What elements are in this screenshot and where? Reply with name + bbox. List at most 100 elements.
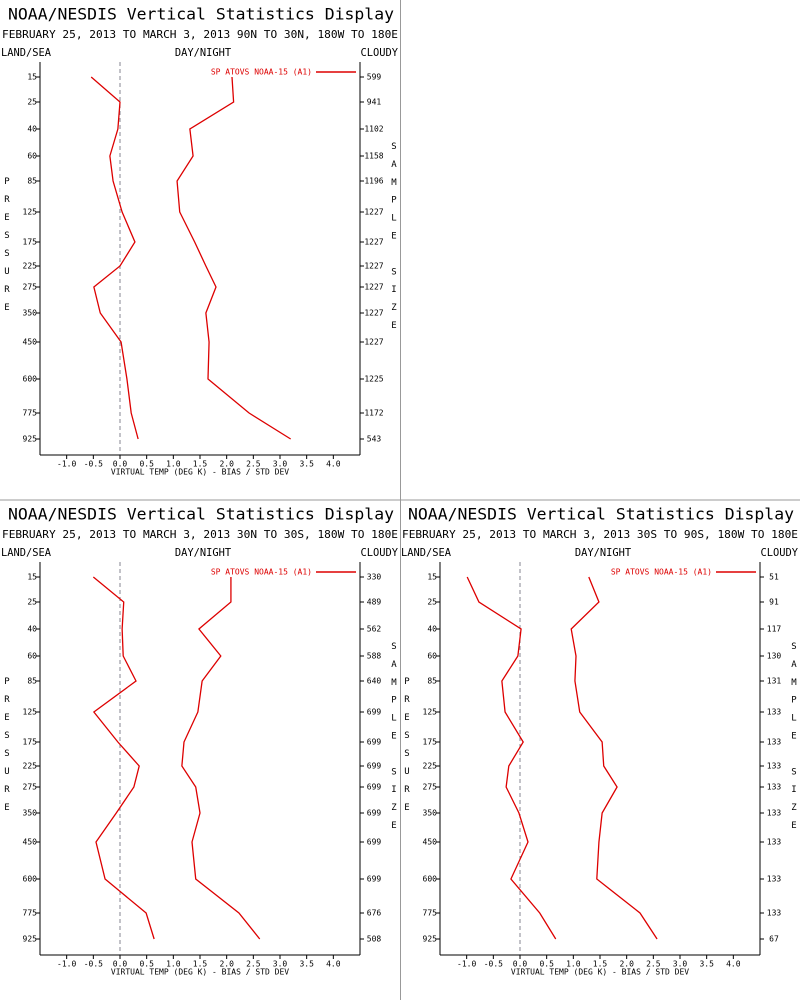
- sample-size-label: 330: [367, 573, 382, 582]
- sample-size-label: 699: [367, 838, 382, 847]
- sample-size-label: 131: [767, 677, 782, 686]
- y-tick-label: 350: [423, 809, 438, 818]
- sample-size-label: 117: [767, 625, 782, 634]
- sample-size-label: 133: [767, 838, 782, 847]
- sample-size-label: 1196: [364, 177, 383, 186]
- legend-label: SP ATOVS NOAA-15 (A1): [211, 568, 312, 577]
- y-tick-label: 125: [23, 708, 38, 717]
- y-tick-label: 350: [23, 809, 38, 818]
- sample-size-label: 130: [767, 652, 782, 661]
- sample-size-label: 1227: [364, 208, 383, 217]
- y-tick-label: 275: [423, 783, 438, 792]
- y-tick-label: 15: [27, 573, 37, 582]
- panel: NOAA/NESDIS Vertical Statistics Display F…: [1, 5, 399, 477]
- sample-size-label: 941: [367, 98, 382, 107]
- y-tick-label: 925: [23, 435, 38, 444]
- y-tick-label: 175: [23, 238, 38, 247]
- data-line: [570, 576, 658, 940]
- sample-size-label: 1227: [364, 283, 383, 292]
- header-label: CLOUDY: [360, 547, 398, 559]
- sample-size-label: 699: [367, 783, 382, 792]
- panel: NOAA/NESDIS Vertical Statistics Display F…: [401, 505, 799, 977]
- sample-size-label: 91: [769, 598, 779, 607]
- y-tick-label: 600: [23, 375, 38, 384]
- x-tick-label: 3.5: [699, 960, 714, 969]
- y-tick-label: 775: [23, 909, 38, 918]
- y-tick-label: 775: [423, 909, 438, 918]
- x-axis-label: VIRTUAL TEMP (DEG K) - BIAS / STD DEV: [111, 968, 289, 977]
- sample-size-label: 1227: [364, 309, 383, 318]
- sample-size-label: 1172: [364, 409, 383, 418]
- x-tick-label: 2.0: [219, 960, 234, 969]
- y-tick-label: 775: [23, 409, 38, 418]
- sample-size-label: 489: [367, 598, 382, 607]
- x-tick-label: 0.5: [139, 960, 154, 969]
- y-tick-label: 925: [23, 935, 38, 944]
- chart-subtitle: FEBRUARY 25, 2013 TO MARCH 3, 2013 30S T…: [402, 529, 798, 541]
- x-tick-label: 2.0: [619, 960, 634, 969]
- y-tick-label: 175: [23, 738, 38, 747]
- header-label: LAND/SEA: [401, 547, 452, 559]
- chart-subtitle: FEBRUARY 25, 2013 TO MARCH 3, 2013 30N T…: [2, 529, 398, 541]
- data-line: [90, 76, 139, 440]
- x-tick-label: 2.5: [646, 960, 661, 969]
- legend-label: SP ATOVS NOAA-15 (A1): [211, 68, 312, 77]
- sample-size-label: 133: [767, 909, 782, 918]
- x-tick-label: -0.5: [484, 960, 503, 969]
- y-tick-label: 225: [23, 262, 38, 271]
- sample-size-label: 133: [767, 809, 782, 818]
- y-tick-label: 25: [427, 598, 437, 607]
- x-tick-label: -1.0: [57, 460, 76, 469]
- y-tick-label: 600: [423, 875, 438, 884]
- y-tick-label: 40: [427, 625, 437, 634]
- sample-size-label: 676: [367, 909, 382, 918]
- header-label: LAND/SEA: [1, 47, 52, 59]
- y-tick-label: 25: [27, 598, 37, 607]
- sample-size-label: 133: [767, 875, 782, 884]
- sample-size-label: 588: [367, 652, 382, 661]
- x-axis-label: VIRTUAL TEMP (DEG K) - BIAS / STD DEV: [511, 968, 689, 977]
- y-tick-label: 225: [23, 762, 38, 771]
- header-label: CLOUDY: [760, 547, 798, 559]
- y-tick-label: 350: [23, 309, 38, 318]
- y-tick-label: 125: [423, 708, 438, 717]
- x-tick-label: 0.5: [539, 960, 554, 969]
- sample-size-label: 699: [367, 762, 382, 771]
- chart-title: NOAA/NESDIS Vertical Statistics Display: [8, 5, 394, 24]
- y-tick-label: 25: [27, 98, 37, 107]
- y-tick-label: 60: [427, 652, 437, 661]
- x-tick-label: 3.5: [299, 960, 314, 969]
- x-axis-label: VIRTUAL TEMP (DEG K) - BIAS / STD DEV: [111, 468, 289, 477]
- sample-size-label: 51: [769, 573, 779, 582]
- data-line: [176, 76, 292, 440]
- header-label: LAND/SEA: [1, 547, 52, 559]
- y-tick-label: 175: [423, 738, 438, 747]
- y-tick-label: 450: [23, 338, 38, 347]
- x-tick-label: 4.0: [726, 960, 741, 969]
- sample-size-label: 640: [367, 677, 382, 686]
- x-tick-label: 0.5: [139, 460, 154, 469]
- panel: NOAA/NESDIS Vertical Statistics Display F…: [1, 505, 399, 977]
- x-tick-label: 2.0: [219, 460, 234, 469]
- sample-size-label: 599: [367, 73, 382, 82]
- y-tick-label: 275: [23, 283, 38, 292]
- x-tick-label: 2.5: [246, 960, 261, 969]
- sample-size-label: 133: [767, 783, 782, 792]
- chart-title: NOAA/NESDIS Vertical Statistics Display: [408, 505, 794, 524]
- y-tick-label: 15: [27, 73, 37, 82]
- y-tick-label: 40: [27, 625, 37, 634]
- sample-size-label: 1158: [364, 152, 383, 161]
- x-tick-label: 3.0: [673, 960, 688, 969]
- y-tick-label: 60: [27, 652, 37, 661]
- sample-size-label: 1227: [364, 338, 383, 347]
- header-label: DAY/NIGHT: [575, 547, 632, 559]
- y-tick-label: 450: [23, 838, 38, 847]
- y-tick-label: 925: [423, 935, 438, 944]
- sample-size-label: 699: [367, 809, 382, 818]
- x-tick-label: 4.0: [326, 460, 341, 469]
- x-tick-label: 1.0: [566, 960, 581, 969]
